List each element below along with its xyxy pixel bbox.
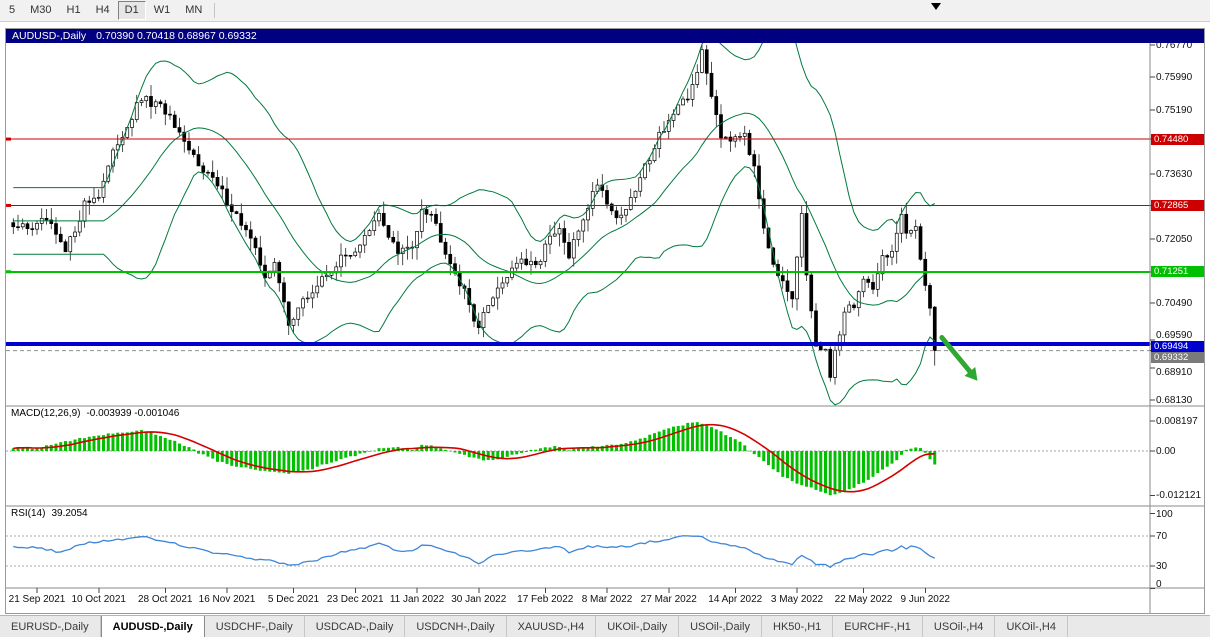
chart-titlebar[interactable]: AUDUSD-,Daily 0.70390 0.70418 0.68967 0.… — [6, 29, 1204, 43]
tab-usoil-h4[interactable]: USOil-,H4 — [923, 616, 996, 637]
hline-handle — [6, 137, 11, 141]
timeframe-button-H4[interactable]: H4 — [95, 4, 110, 16]
tab-usdchf-daily[interactable]: USDCHF-,Daily — [205, 616, 305, 637]
tab-eurusd-daily[interactable]: EURUSD-,Daily — [0, 616, 101, 637]
trend-arrow[interactable] — [939, 335, 973, 374]
hline-handle — [6, 270, 11, 274]
timeframe-button-D1[interactable]: D1 — [117, 1, 146, 20]
chart-canvas[interactable] — [6, 43, 1204, 613]
chart-title-symbol: AUDUSD-,Daily — [12, 30, 87, 42]
symbol-tabbar: EURUSD-,Daily AUDUSD-,Daily USDCHF-,Daily U… — [0, 615, 1210, 637]
tab-eurchf-h1[interactable]: EURCHF-,H1 — [833, 616, 923, 637]
tab-hk50-h1[interactable]: HK50-,H1 — [762, 616, 834, 637]
hline-handle — [6, 342, 11, 346]
timeframe-button-H1[interactable]: H1 — [66, 4, 81, 16]
macd-layer — [6, 422, 1150, 496]
bollinger-bands-layer — [13, 43, 936, 406]
timeframe-button-M30[interactable]: M30 — [30, 4, 52, 16]
tab-usoil-daily[interactable]: USOil-,Daily — [679, 616, 762, 637]
timeframe-toolbar: 5 M30 H1 H4 D1 W1 MN — [0, 0, 1210, 22]
chart-window: AUDUSD-,Daily 0.70390 0.70418 0.68967 0.… — [5, 28, 1205, 614]
toolbar-separator — [214, 3, 216, 18]
timeframe-button-W1[interactable]: W1 — [153, 4, 171, 16]
tab-usdcad-daily[interactable]: USDCAD-,Daily — [305, 616, 406, 637]
tab-ukoil-daily[interactable]: UKOil-,Daily — [596, 616, 680, 637]
rsi-layer — [6, 535, 1150, 569]
timeframe-button-5[interactable]: 5 — [9, 4, 16, 16]
hline-handle — [6, 203, 11, 207]
chart-shift-marker-icon[interactable] — [931, 3, 941, 10]
trend-arrow-head — [964, 366, 978, 381]
timeframe-button-MN[interactable]: MN — [185, 4, 203, 16]
tab-usdcnh-daily[interactable]: USDCNH-,Daily — [405, 616, 507, 637]
tab-ukoil-h4[interactable]: UKOil-,H4 — [995, 616, 1068, 637]
tab-audusd-daily[interactable]: AUDUSD-,Daily — [100, 616, 205, 637]
tab-xauusd-h4[interactable]: XAUUSD-,H4 — [507, 616, 597, 637]
candles-layer — [11, 44, 937, 385]
chart-title-ohlc: 0.70390 0.70418 0.68967 0.69332 — [96, 30, 257, 42]
